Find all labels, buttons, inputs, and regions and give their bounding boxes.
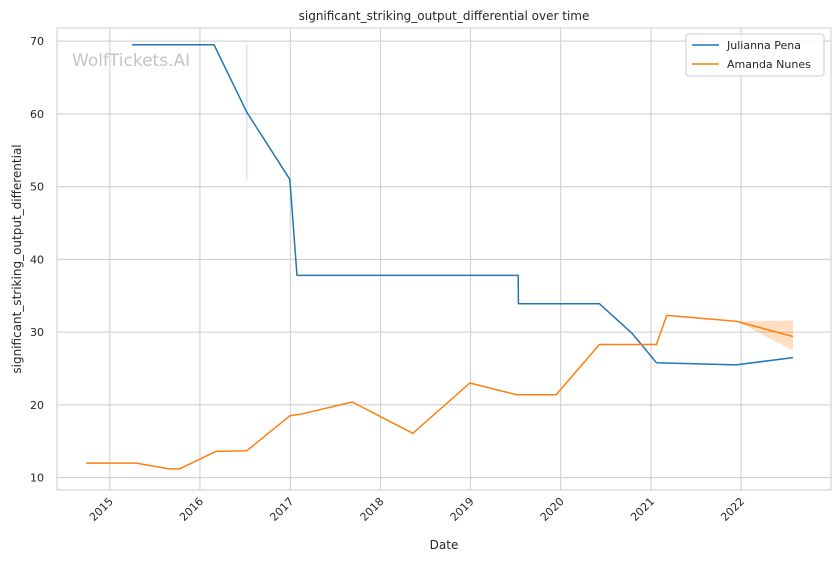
series-line — [132, 43, 794, 366]
legend-box — [685, 33, 825, 77]
y-tick-label: 60 — [30, 108, 44, 121]
legend-label: Julianna Pena — [726, 39, 801, 52]
x-tick-labels: 2015 2016 2017 2018 2019 2020 2021 2022 — [87, 495, 747, 524]
grid — [57, 28, 831, 490]
y-tick-label: 30 — [30, 326, 44, 339]
y-tick-label: 40 — [30, 253, 44, 266]
legend-label: Amanda Nunes — [727, 58, 811, 71]
plot-area — [56, 27, 832, 491]
x-axis-label: Date — [430, 538, 459, 552]
y-tick-label: 70 — [30, 35, 44, 48]
y-tick-label: 10 — [30, 472, 44, 485]
y-axis-label: significant_striking_output_differential — [10, 144, 24, 373]
y-tick-label: 50 — [30, 181, 44, 194]
x-tick-label: 2019 — [448, 495, 477, 524]
legend: Julianna Pena Amanda Nunes — [685, 33, 825, 77]
x-tick-label: 2017 — [267, 495, 296, 524]
y-tick-label: 20 — [30, 399, 44, 412]
x-tick-label: 2015 — [87, 495, 116, 524]
series-lines — [86, 43, 794, 470]
y-tick-labels: 10 20 30 40 50 60 70 — [30, 35, 44, 485]
chart-title: significant_striking_output_differential… — [299, 9, 590, 23]
x-tick-label: 2022 — [718, 495, 747, 524]
x-tick-label: 2016 — [177, 495, 206, 524]
error-band — [735, 320, 793, 351]
series-line — [86, 314, 794, 470]
error-bands — [246, 44, 793, 351]
x-tick-label: 2018 — [358, 495, 387, 524]
watermark: WolfTickets.AI — [72, 51, 190, 71]
x-tick-label: 2021 — [628, 495, 657, 524]
x-tick-label: 2020 — [538, 495, 567, 524]
